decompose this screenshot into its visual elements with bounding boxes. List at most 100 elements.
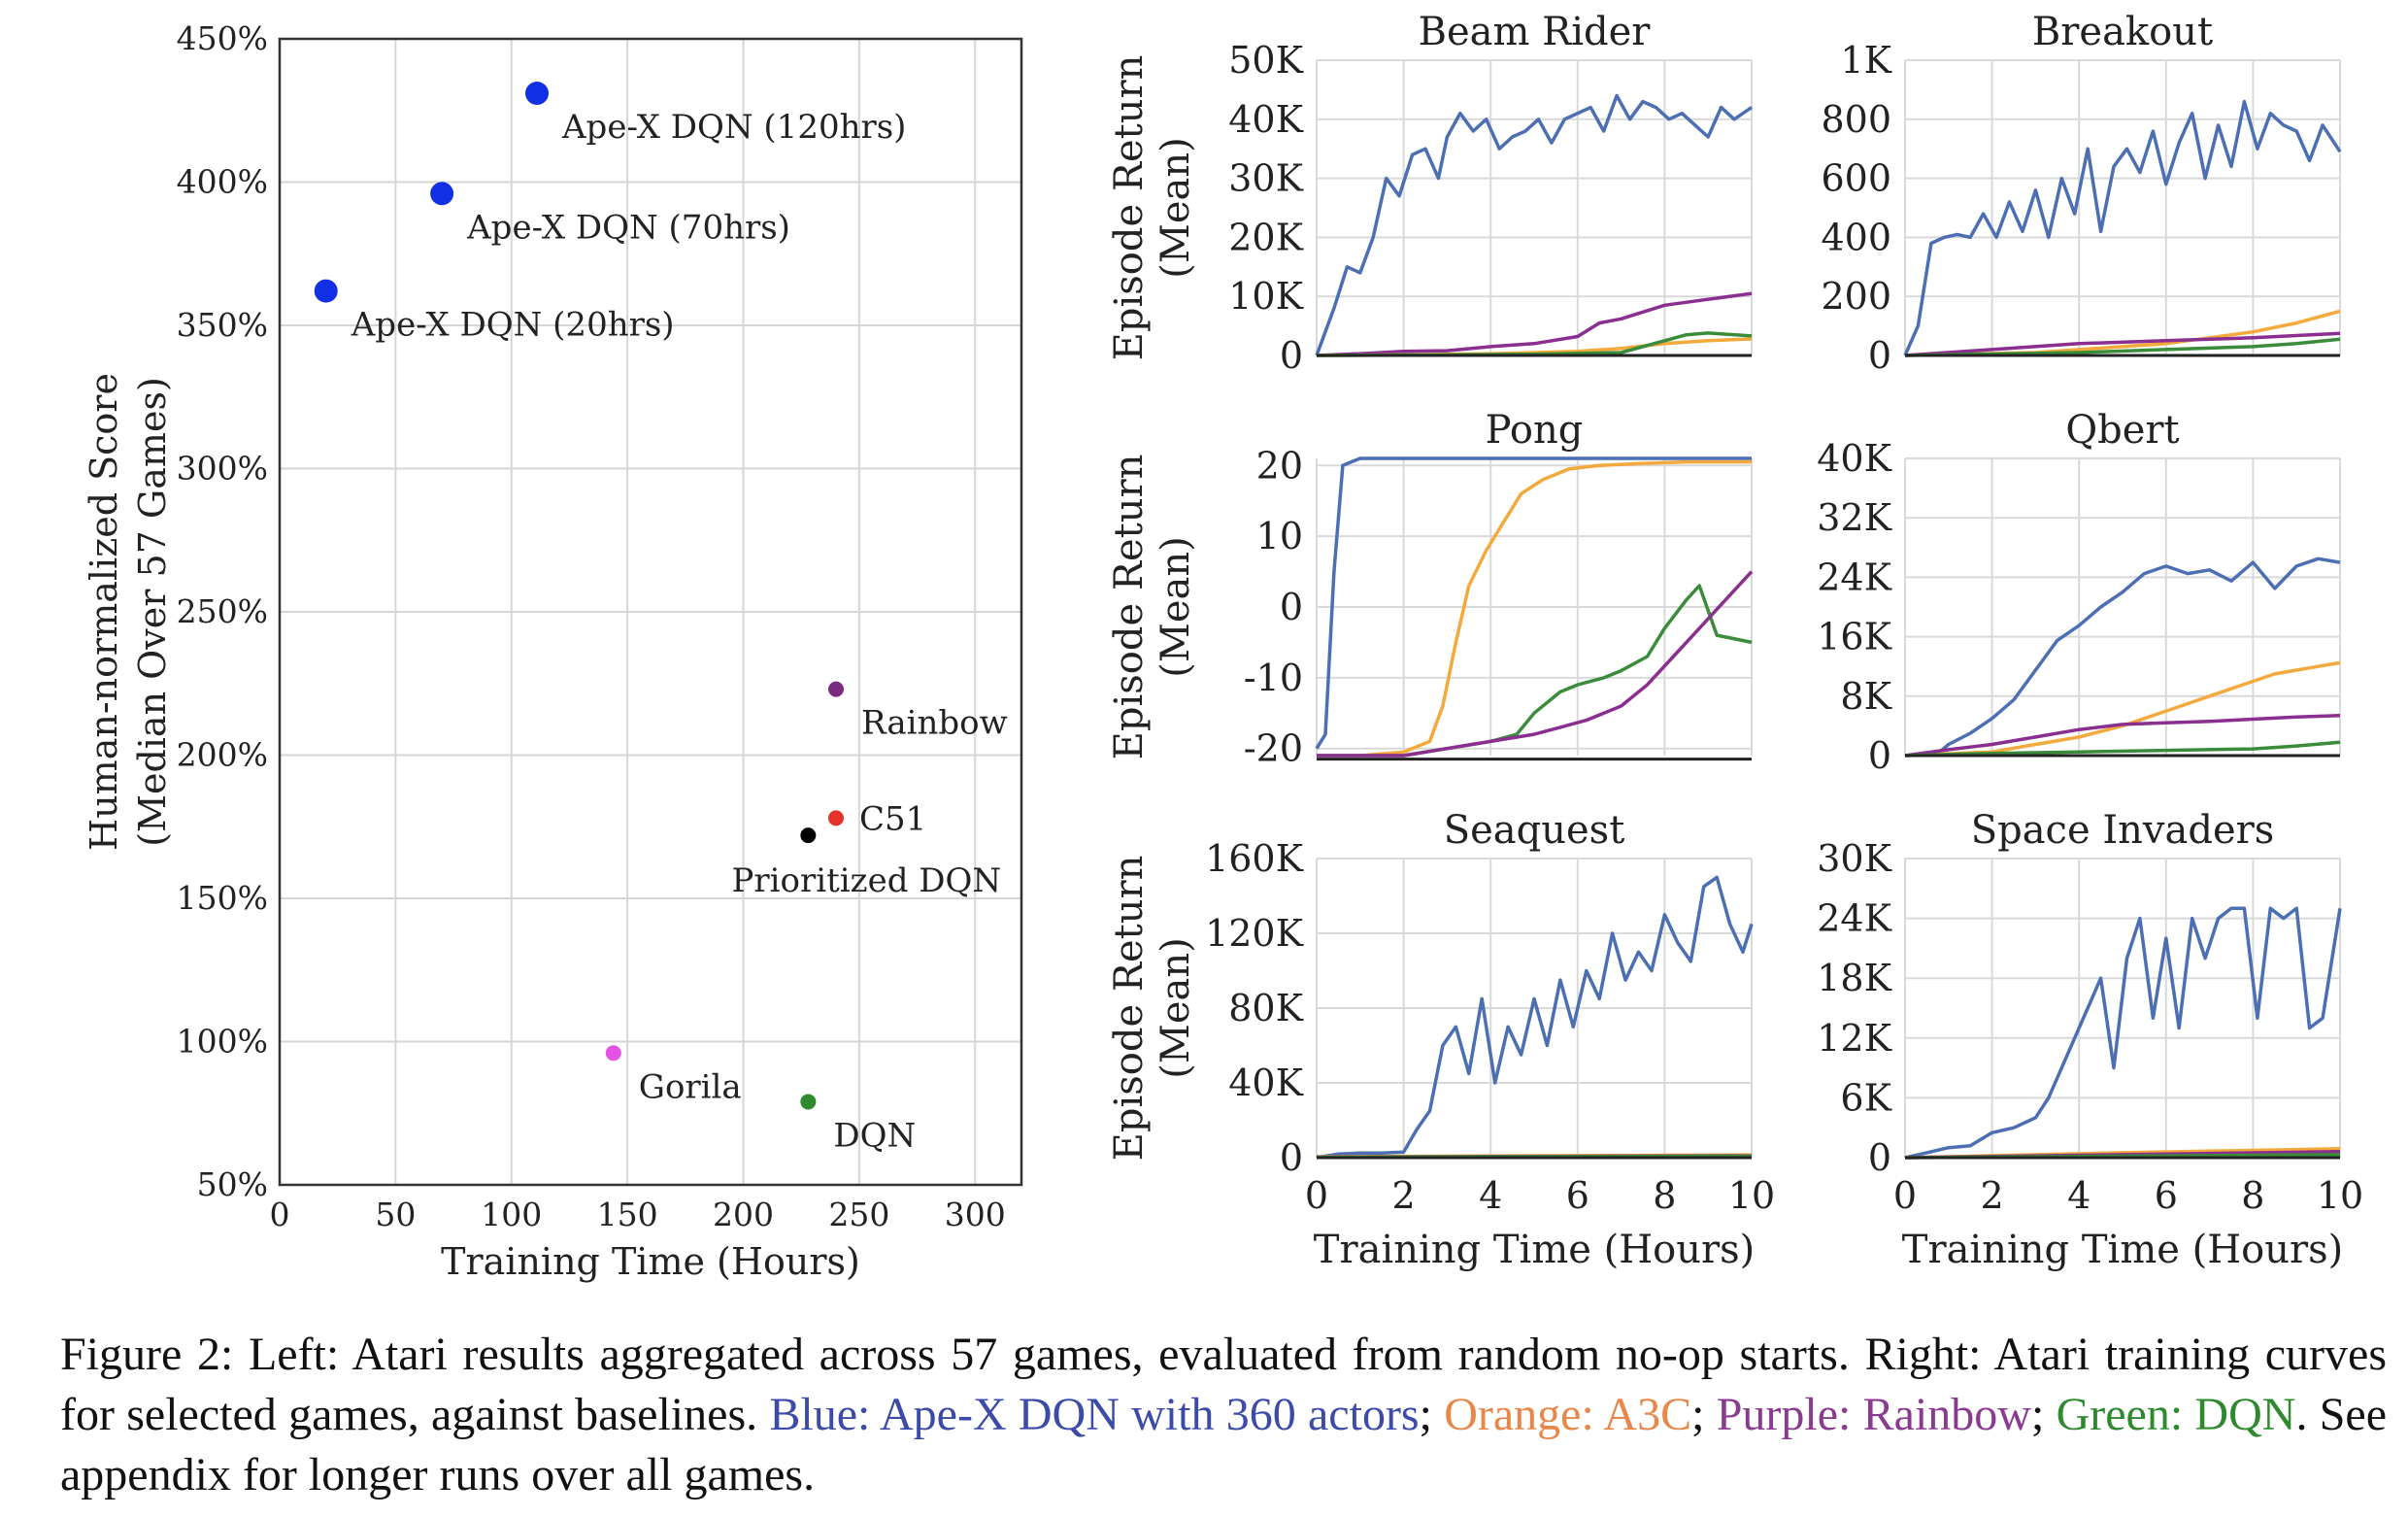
figure: 0 50 100 150 200 250 30050%100%150%200%250%300…	[83, 10, 2363, 1283]
y-tick-label: 24K	[1817, 556, 1891, 598]
x-tick-label: 6	[2155, 1174, 2178, 1217]
point-label: Ape-X DQN (70hrs)	[466, 208, 790, 247]
x-tick-label: 100	[481, 1196, 542, 1233]
x-tick-label: 8	[2241, 1174, 2264, 1217]
caption-sep-1: ;	[1419, 1389, 1445, 1440]
caption-sep-2: ;	[1691, 1389, 1717, 1440]
caption-purple: Purple: Rainbow	[1716, 1389, 2031, 1440]
y-axis-label: Human-normalized Score	[83, 373, 125, 851]
x-tick-label: 8	[1653, 1174, 1676, 1217]
x-axis-label: Training Time (Hours)	[1314, 1228, 1755, 1272]
figure-caption: Figure 2: Left: Atari results aggregated…	[60, 1325, 2387, 1505]
y-tick-label: 0	[1868, 734, 1891, 777]
caption-sep-3: ;	[2030, 1389, 2057, 1440]
y-tick-label: 150%	[177, 879, 268, 917]
scatter-point	[800, 827, 817, 844]
line-subplot: 0 200 400 600 800 1K Breakout	[1821, 10, 2342, 377]
y-tick-label: 200%	[177, 736, 268, 774]
y-tick-label: 50%	[197, 1165, 268, 1203]
y-tick-label: 80K	[1228, 987, 1303, 1029]
y-tick-label: 20K	[1228, 216, 1303, 258]
x-tick-label: 10	[1728, 1174, 1775, 1217]
series-line	[1904, 660, 2341, 758]
y-tick-label: 400%	[177, 163, 268, 201]
x-tick-label: 0	[1305, 1174, 1328, 1217]
y-tick-label: 0	[1280, 1136, 1303, 1179]
x-tick-label: 2	[1981, 1174, 2004, 1217]
scatter-point	[430, 182, 454, 206]
y-tick-label: 18K	[1817, 957, 1891, 999]
point-label: Prioritized DQN	[732, 861, 1002, 900]
x-tick-label: 200	[713, 1196, 774, 1233]
y-tick-label: 50K	[1228, 39, 1303, 82]
x-tick-label: 150	[597, 1196, 658, 1233]
series-line	[1317, 459, 1752, 758]
scatter-plot-frame	[278, 37, 1023, 1187]
y-tick-label: 0	[1280, 334, 1303, 377]
line-subplot: 0 8K 16K 24K 32K 40K Qbert	[1817, 408, 2341, 777]
scatter-plot: 0 50 100 150 200 250 300 50% 100% 150% 200% 250% 300…	[83, 19, 1023, 1283]
y-tick-label: 300%	[177, 450, 268, 488]
y-tick-label: 40K	[1228, 1062, 1303, 1104]
series-line	[1315, 93, 1753, 356]
y-tick-label: 0	[1280, 586, 1303, 628]
point-label: DQN	[833, 1116, 916, 1155]
series-line	[1904, 309, 2341, 357]
subplot-title: Beam Rider	[1419, 10, 1652, 54]
y-tick-label: 16K	[1817, 616, 1891, 658]
y-axis-label: Episode Return	[1107, 856, 1152, 1162]
x-tick-label: 0	[270, 1196, 290, 1233]
series-line	[1904, 740, 2341, 758]
series-line	[1904, 906, 2342, 1160]
series-line	[1904, 337, 2341, 357]
caption-orange: Orange: A3C	[1444, 1389, 1692, 1440]
y-tick-label: 600	[1821, 157, 1891, 200]
y-axis-label: Episode Return	[1107, 455, 1152, 760]
y-tick-label: 40K	[1817, 437, 1891, 480]
y-tick-label: 120K	[1205, 912, 1304, 955]
point-label: C51	[859, 799, 926, 838]
y-tick-label: 0	[1868, 1136, 1891, 1179]
x-tick-label: 10	[2317, 1174, 2363, 1217]
subplot-title: Breakout	[2032, 10, 2213, 54]
x-tick-label: 2	[1392, 1174, 1416, 1217]
y-tick-label: 32K	[1817, 496, 1891, 539]
y-tick-label: -10	[1244, 657, 1303, 699]
y-tick-label: 12K	[1817, 1017, 1891, 1060]
subplot-title: Seaquest	[1444, 808, 1625, 853]
subplot-title: Space Invaders	[1971, 808, 2275, 853]
y-tick-label: 30K	[1228, 157, 1303, 200]
x-tick-label: 4	[1479, 1174, 1502, 1217]
subplot-title: Qbert	[2065, 408, 2179, 453]
x-tick-label: 300	[945, 1196, 1006, 1233]
series-line	[1316, 875, 1754, 1160]
subplot-title: Pong	[1486, 408, 1584, 453]
series-line	[1904, 556, 2341, 758]
y-tick-label: 400	[1821, 216, 1891, 258]
y-tick-label: 250%	[177, 592, 268, 630]
y-tick-label: 100%	[177, 1023, 268, 1061]
x-tick-label: 50	[375, 1196, 416, 1233]
point-label: Ape-X DQN (20hrs)	[351, 306, 675, 345]
point-label: Gorila	[639, 1067, 742, 1106]
y-tick-label: 6K	[1840, 1076, 1891, 1119]
scatter-point	[828, 681, 844, 697]
scatter-point	[525, 82, 550, 106]
series-line	[1904, 331, 2341, 357]
scatter-point	[828, 810, 844, 826]
y-axis-label-2: (Mean)	[1154, 937, 1198, 1078]
y-axis-label-2: (Mean)	[1154, 137, 1198, 278]
line-subplot: -20 -10 0 10 20 Pong Episode Return (Mean)	[1107, 408, 1754, 770]
y-tick-label: 200	[1821, 275, 1891, 318]
y-tick-label: -20	[1244, 727, 1303, 770]
y-tick-label: 800	[1821, 98, 1891, 141]
line-subplot: 0 6K 12K 18K 24K 30K 0 2 4 6 8 10 Space Invaders Trai…	[1817, 808, 2363, 1272]
y-tick-label: 10	[1256, 515, 1303, 557]
y-tick-label: 20	[1256, 444, 1303, 487]
caption-green: Green: DQN	[2056, 1389, 2296, 1440]
y-tick-label: 450%	[177, 19, 268, 57]
x-axis-label: Training Time (Hours)	[441, 1240, 860, 1283]
point-label: Ape-X DQN (120hrs)	[561, 108, 906, 147]
x-axis-label: Training Time (Hours)	[1902, 1228, 2343, 1272]
series-line	[1316, 291, 1753, 357]
